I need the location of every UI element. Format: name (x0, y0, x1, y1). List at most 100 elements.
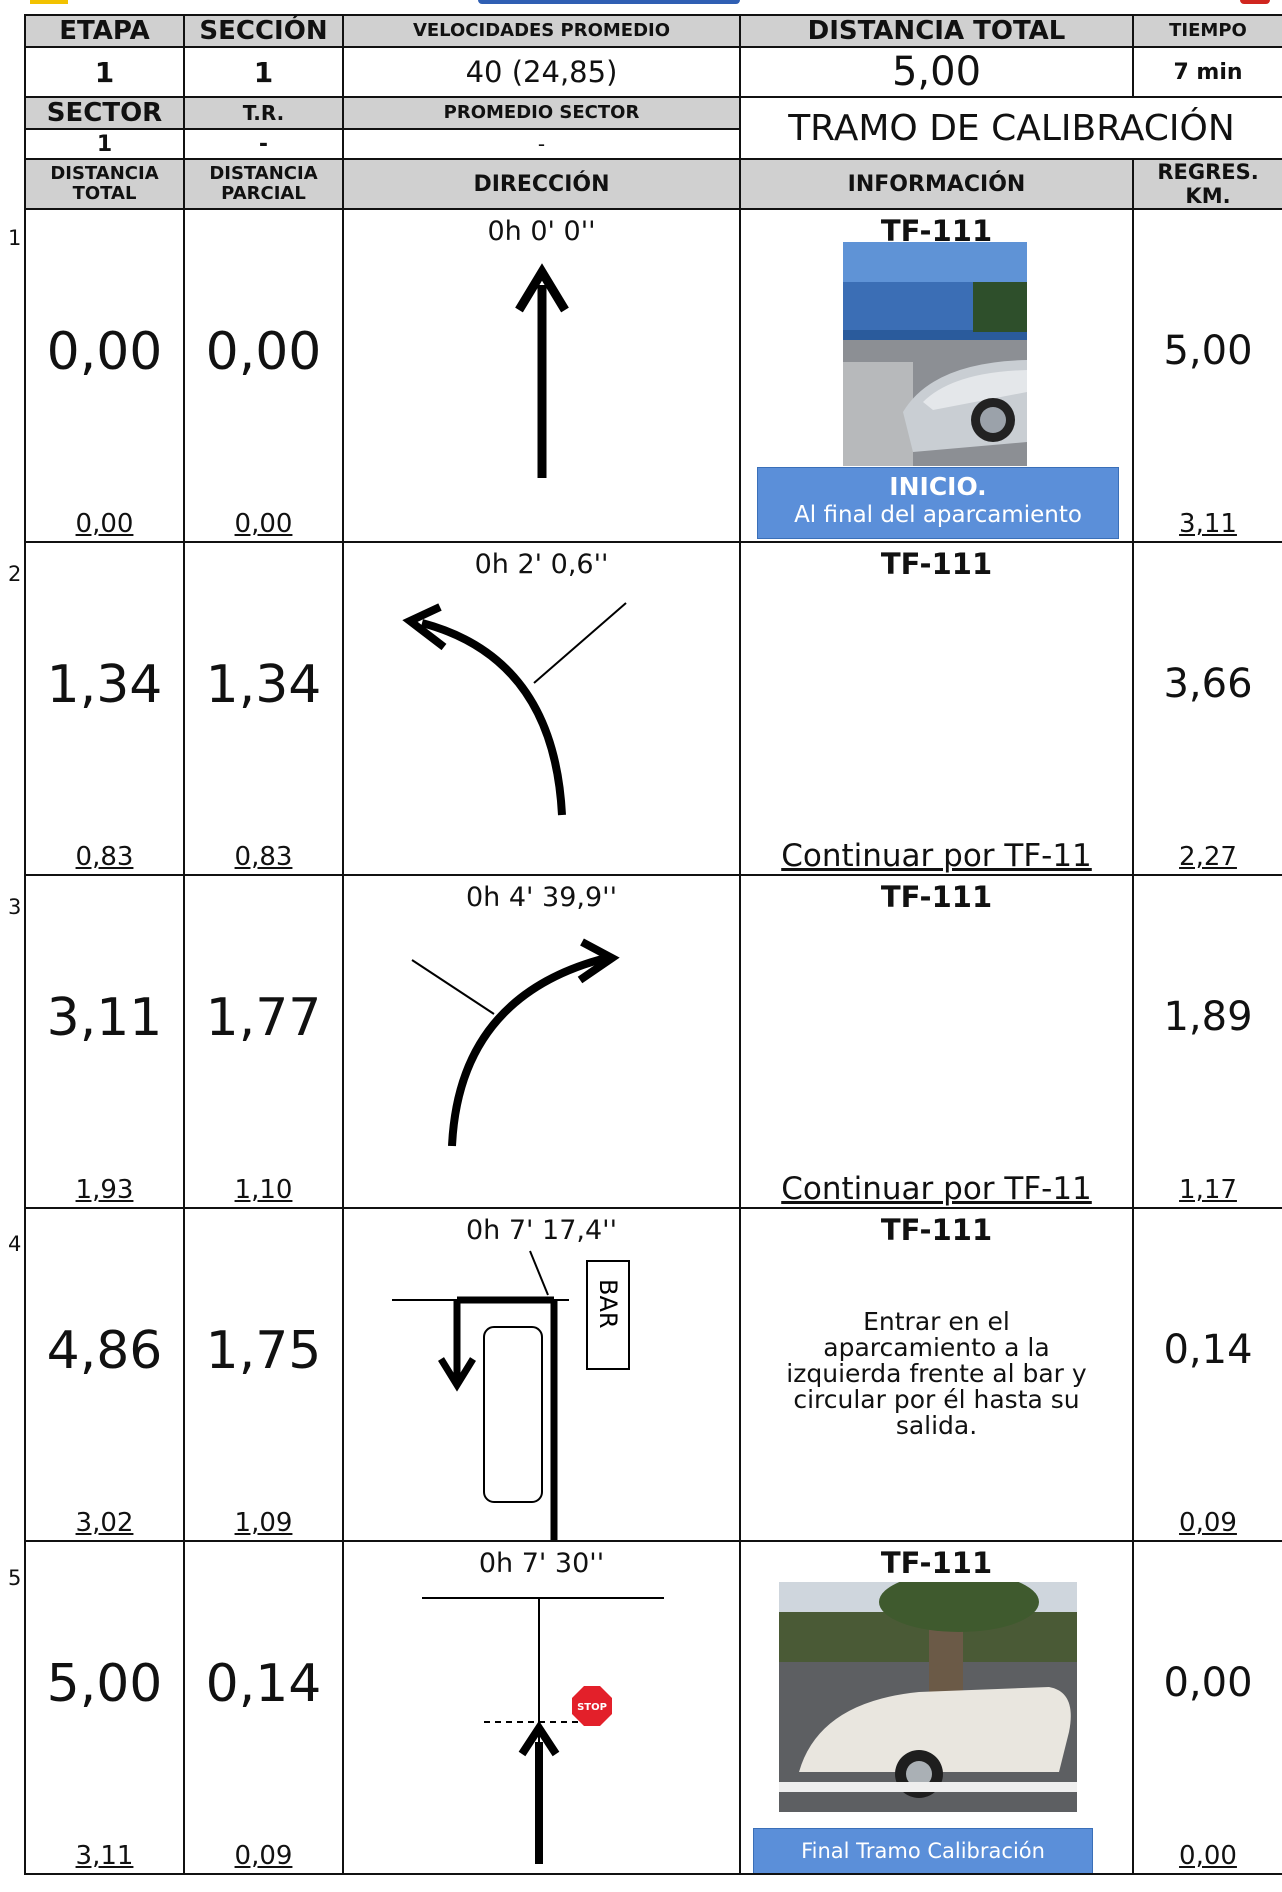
roadbook-sheet: ETAPA SECCIÓN VELOCIDADES PROMEDIO DISTA… (24, 14, 1282, 1892)
dist-total-cell: 4,86 3,02 (24, 1207, 185, 1542)
step-row: 0,00 0,00 0,00 0,00 0h 0' 0'' TF-111 (24, 208, 1282, 543)
regres-small: 0,09 (1179, 1508, 1237, 1538)
col-distancia-parcial: DISTANCIA PARCIAL (183, 158, 344, 210)
dist-parcial-small: 0,83 (234, 842, 293, 872)
stop-sign-label: STOP (577, 1702, 607, 1713)
top-blue-edge (478, 0, 740, 4)
step-time: 0h 7' 17,4'' (465, 1215, 618, 1246)
col-informacion: INFORMACIÓN (739, 158, 1134, 210)
stop-sign-icon: STOP (572, 1686, 612, 1726)
dist-parcial-small: 0,09 (234, 1841, 293, 1871)
header-tiempo: TIEMPO (1132, 14, 1282, 48)
row-number: 5 (8, 1566, 22, 1590)
header-tr: T.R. (183, 96, 344, 130)
info-cell: TF-111 Final Tramo Calibración (739, 1540, 1134, 1875)
regres-small: 0,00 (1179, 1841, 1237, 1871)
step-row: 3,11 1,93 1,77 1,10 0h 4' 39,9'' TF-111 … (24, 874, 1282, 1209)
sector-value: 1 (24, 128, 185, 160)
regres-cell: 0,00 0,00 (1132, 1540, 1282, 1875)
regres-small: 1,17 (1179, 1175, 1237, 1205)
dist-total: 3,11 (46, 988, 163, 1048)
direction-cell: 0h 0' 0'' (342, 208, 741, 543)
bar-label: BAR (594, 1279, 622, 1329)
start-photo (843, 242, 1027, 466)
dist-total-small: 0,83 (75, 842, 134, 872)
dist-parcial: 0,14 (205, 1654, 322, 1714)
dist-parcial: 1,77 (205, 988, 322, 1048)
etapa-value: 1 (24, 46, 185, 98)
col-direccion: DIRECCIÓN (342, 158, 741, 210)
road-label: TF-111 (880, 547, 993, 581)
col-distancia-total: DISTANCIA TOTAL (24, 158, 185, 210)
regres-cell: 1,89 1,17 (1132, 874, 1282, 1209)
row-number: 3 (8, 895, 22, 919)
dist-total-small: 0,00 (75, 509, 134, 539)
step-row: 5,00 3,11 0,14 0,09 0h 7' 30'' STOP TF-1… (24, 1540, 1282, 1875)
road-label: TF-111 (880, 1546, 993, 1580)
dist-parcial-cell: 0,14 0,09 (183, 1540, 344, 1875)
dist-total-small: 1,93 (75, 1175, 134, 1205)
dist-total: 1,34 (46, 655, 163, 715)
info-cell: TF-111 INICIO. Al final del aparcamiento (739, 208, 1134, 543)
banner-text: Final Tramo Calibración (801, 1839, 1045, 1863)
distancia-total-value: 5,00 (739, 46, 1134, 98)
info-foot: Continuar por TF-11 (781, 1171, 1092, 1207)
dist-parcial-cell: 1,75 1,09 (183, 1207, 344, 1542)
start-banner: INICIO. Al final del aparcamiento (757, 467, 1119, 539)
dist-total: 5,00 (46, 1654, 163, 1714)
row-number: 4 (8, 1232, 22, 1256)
dist-parcial: 1,34 (205, 655, 322, 715)
step-row: 4,86 3,02 1,75 1,09 0h 7' 17,4'' BAR TF-… (24, 1207, 1282, 1542)
regres-small: 2,27 (1179, 842, 1237, 872)
header-promedio-sector: PROMEDIO SECTOR (342, 96, 741, 130)
curve-left-arrow-icon (402, 602, 627, 816)
regres-cell: 3,66 2,27 (1132, 541, 1282, 876)
regres-small: 3,11 (1179, 509, 1237, 539)
header-velocidades: VELOCIDADES PROMEDIO (342, 14, 741, 48)
step-time: 0h 2' 0,6'' (474, 549, 609, 580)
banner-title: INICIO. (889, 472, 987, 501)
direction-cell: 0h 2' 0,6'' (342, 541, 741, 876)
stop-arrow-icon: STOP (422, 1597, 664, 1864)
dist-total-cell: 0,00 0,00 (24, 208, 185, 543)
dist-total-cell: 5,00 3,11 (24, 1540, 185, 1875)
info-cell: TF-111 Continuar por TF-11 (739, 874, 1134, 1209)
regres-cell: 5,00 3,11 (1132, 208, 1282, 543)
finish-photo (779, 1582, 1077, 1812)
header-etapa: ETAPA (24, 14, 185, 48)
dist-parcial-small: 0,00 (234, 509, 293, 539)
dist-parcial-cell: 1,34 0,83 (183, 541, 344, 876)
direction-cell: 0h 7' 17,4'' BAR (342, 1207, 741, 1542)
dist-parcial: 1,75 (205, 1321, 322, 1381)
tr-value: - (183, 128, 344, 160)
header-seccion: SECCIÓN (183, 14, 344, 48)
regres-value: 3,66 (1163, 661, 1253, 707)
banner-text: Al final del aparcamiento (794, 502, 1082, 528)
dist-total-small: 3,02 (75, 1508, 134, 1538)
dist-parcial-small: 1,10 (234, 1175, 293, 1205)
tramo-title: TRAMO DE CALIBRACIÓN (739, 96, 1282, 160)
direction-cell: 0h 4' 39,9'' (342, 874, 741, 1209)
regres-value: 0,14 (1163, 1327, 1253, 1373)
dist-parcial: 0,00 (205, 322, 322, 382)
dist-parcial-small: 1,09 (234, 1508, 293, 1538)
col-regres: REGRES. KM. (1132, 158, 1282, 210)
regres-value: 0,00 (1163, 1660, 1253, 1706)
dist-total: 0,00 (46, 322, 163, 382)
header-distancia-total: DISTANCIA TOTAL (739, 14, 1134, 48)
straight-arrow-icon (515, 263, 569, 478)
dist-total: 4,86 (46, 1321, 163, 1381)
top-yellow-edge (30, 0, 68, 4)
info-cell: TF-111 Entrar en el aparcamiento a la iz… (739, 1207, 1134, 1542)
row-number: 1 (8, 226, 22, 250)
top-red-edge (1240, 0, 1270, 4)
promedio-value: - (342, 128, 741, 160)
finish-banner: Final Tramo Calibración (753, 1828, 1093, 1872)
dist-parcial-cell: 1,77 1,10 (183, 874, 344, 1209)
header-sector: SECTOR (24, 96, 185, 130)
step-time: 0h 0' 0'' (487, 216, 596, 247)
regres-value: 1,89 (1163, 994, 1253, 1040)
dist-total-cell: 1,34 0,83 (24, 541, 185, 876)
regres-value: 5,00 (1163, 328, 1253, 374)
step-row: 1,34 0,83 1,34 0,83 0h 2' 0,6'' TF-111 C… (24, 541, 1282, 876)
